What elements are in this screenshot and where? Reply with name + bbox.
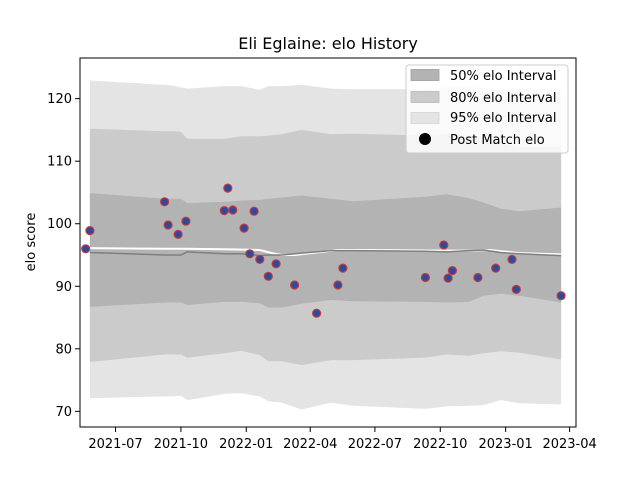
- legend-marker-post-match: [419, 133, 431, 145]
- x-tick-label: 2023-04: [542, 437, 596, 452]
- match-point: [163, 220, 173, 230]
- match-point: [245, 249, 255, 259]
- x-axis: 2021-07 2021-10 2022-01 2022-04 2022-07 2022-…: [88, 427, 597, 452]
- x-tick-label: 2022-04: [283, 437, 337, 452]
- y-axis-title: elo score: [24, 213, 39, 272]
- y-tick-label: 110: [47, 155, 72, 170]
- match-point: [219, 206, 229, 216]
- legend-label-post-match: Post Match elo: [450, 133, 545, 148]
- match-point: [173, 229, 183, 239]
- match-point: [507, 254, 517, 264]
- match-point: [491, 263, 501, 273]
- match-point: [181, 216, 191, 226]
- match-point: [249, 206, 259, 216]
- x-tick-label: 2022-10: [413, 437, 467, 452]
- plot-area: [81, 80, 566, 410]
- legend: 50% elo Interval 80% elo Interval 95% el…: [405, 64, 569, 154]
- match-point: [333, 280, 343, 290]
- match-point: [447, 266, 457, 276]
- match-point: [223, 183, 233, 193]
- axes-frame: [79, 57, 577, 428]
- y-tick-label: 70: [55, 405, 72, 420]
- match-point: [312, 308, 322, 318]
- y-axis: 70 80 90 100 110 120: [47, 92, 80, 420]
- legend-label-95: 95% elo Interval: [450, 111, 557, 126]
- match-point: [556, 291, 566, 301]
- match-point: [439, 240, 449, 250]
- match-point: [85, 226, 95, 236]
- y-tick-label: 90: [55, 280, 72, 295]
- match-point: [443, 273, 453, 283]
- x-tick-label: 2021-10: [154, 437, 208, 452]
- x-tick-label: 2021-07: [88, 437, 142, 452]
- mean-elo-line: [89, 249, 562, 257]
- legend-swatch-50: [410, 69, 440, 81]
- x-tick-label: 2023-01: [478, 437, 532, 452]
- y-tick-label: 120: [47, 92, 72, 107]
- band-50-interval: [89, 193, 562, 308]
- legend-frame: [405, 64, 569, 154]
- y-tick-label: 80: [55, 342, 72, 357]
- match-point: [473, 272, 483, 283]
- chart-title: Eli Eglaine: elo History: [238, 34, 418, 53]
- x-tick-label: 2022-07: [348, 437, 402, 452]
- legend-swatch-80: [410, 91, 440, 103]
- legend-swatch-95: [410, 112, 440, 124]
- x-tick-label: 2022-01: [219, 437, 273, 452]
- match-point: [160, 197, 170, 207]
- match-point: [81, 244, 91, 254]
- match-point: [290, 280, 300, 290]
- legend-label-80: 80% elo Interval: [450, 91, 557, 106]
- match-point: [271, 259, 281, 269]
- match-point: [239, 223, 249, 233]
- match-point: [338, 263, 348, 273]
- y-tick-label: 100: [47, 217, 72, 232]
- match-point: [420, 272, 430, 283]
- legend-label-50: 50% elo Interval: [450, 69, 557, 84]
- match-point: [228, 205, 238, 215]
- match-point: [511, 284, 521, 294]
- match-point: [255, 254, 265, 264]
- match-point: [263, 271, 273, 281]
